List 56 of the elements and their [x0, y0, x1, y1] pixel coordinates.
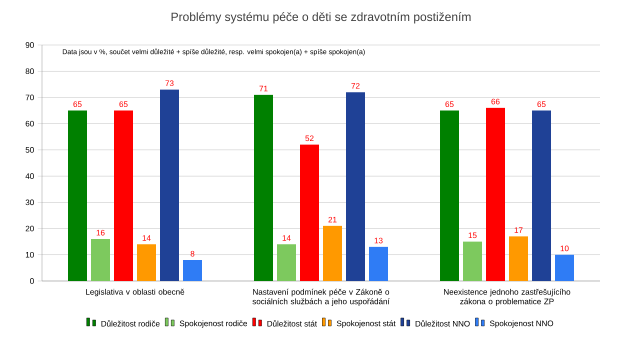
data-label: 65 — [537, 101, 546, 108]
bar — [486, 108, 506, 281]
bar — [509, 236, 528, 281]
data-label: 65 — [119, 101, 128, 108]
bar — [532, 110, 552, 281]
data-label: 17 — [514, 227, 523, 233]
bar — [369, 246, 388, 281]
data-label: 10 — [560, 246, 569, 252]
bar — [68, 110, 87, 281]
data-label: 14 — [142, 235, 151, 241]
y-tick-label: 30 — [26, 200, 34, 206]
data-label: 52 — [305, 135, 314, 142]
data-label: 65 — [73, 101, 82, 108]
y-tick-label: 20 — [26, 226, 34, 232]
data-label: 8 — [190, 250, 194, 256]
legend-label: Spokojenost NNO — [490, 320, 554, 328]
data-label: 13 — [374, 238, 383, 244]
y-tick-label: 50 — [26, 147, 34, 153]
y-tick-label: 0 — [30, 278, 34, 284]
legend-label: Spokojenost stát — [336, 320, 396, 328]
data-label: 65 — [445, 101, 454, 108]
bar — [183, 260, 202, 281]
bar — [277, 244, 296, 281]
y-tick-label: 40 — [25, 173, 34, 179]
bar — [323, 226, 342, 281]
bar — [137, 244, 156, 281]
legend-label: Důležitost rodiče — [101, 320, 160, 327]
data-label: 14 — [282, 235, 291, 241]
data-label: 73 — [165, 80, 174, 86]
legend-label: Důležitost NNO — [416, 320, 470, 327]
data-label: 21 — [328, 216, 337, 222]
y-tick-label: 80 — [26, 68, 34, 74]
x-tick-label: Legislativa v oblasti obecně — [86, 288, 184, 296]
bar — [463, 242, 482, 281]
data-label: 71 — [259, 86, 268, 92]
data-label: 15 — [468, 232, 477, 238]
legend-label: Spokojenost rodiče — [180, 320, 248, 328]
chart-title: Problémy systému péče o děti se zdravotním postižením — [172, 12, 471, 24]
data-label: 66 — [491, 98, 500, 104]
data-label: 72 — [351, 83, 360, 89]
y-tick-label: 10 — [26, 252, 34, 258]
bar — [254, 94, 273, 281]
bar — [555, 254, 574, 281]
bar — [114, 110, 133, 281]
y-tick-label: 60 — [26, 120, 34, 126]
y-tick-label: 90 — [26, 42, 34, 48]
bar — [440, 110, 459, 281]
y-tick-label: 70 — [26, 94, 34, 100]
bar — [346, 92, 365, 281]
x-tick-label: Neexistence jednoho zastřešujícího zákona o problematice ZP — [444, 288, 570, 306]
x-tick-label: Nastavení podmínek péče v Zákoně o sociálních službách a jeho uspořádání — [252, 288, 390, 306]
legend-label: Důležitost stát — [267, 320, 317, 327]
bar — [91, 239, 110, 281]
bar — [300, 144, 319, 281]
bar — [160, 90, 179, 281]
data-label: 16 — [96, 230, 105, 236]
